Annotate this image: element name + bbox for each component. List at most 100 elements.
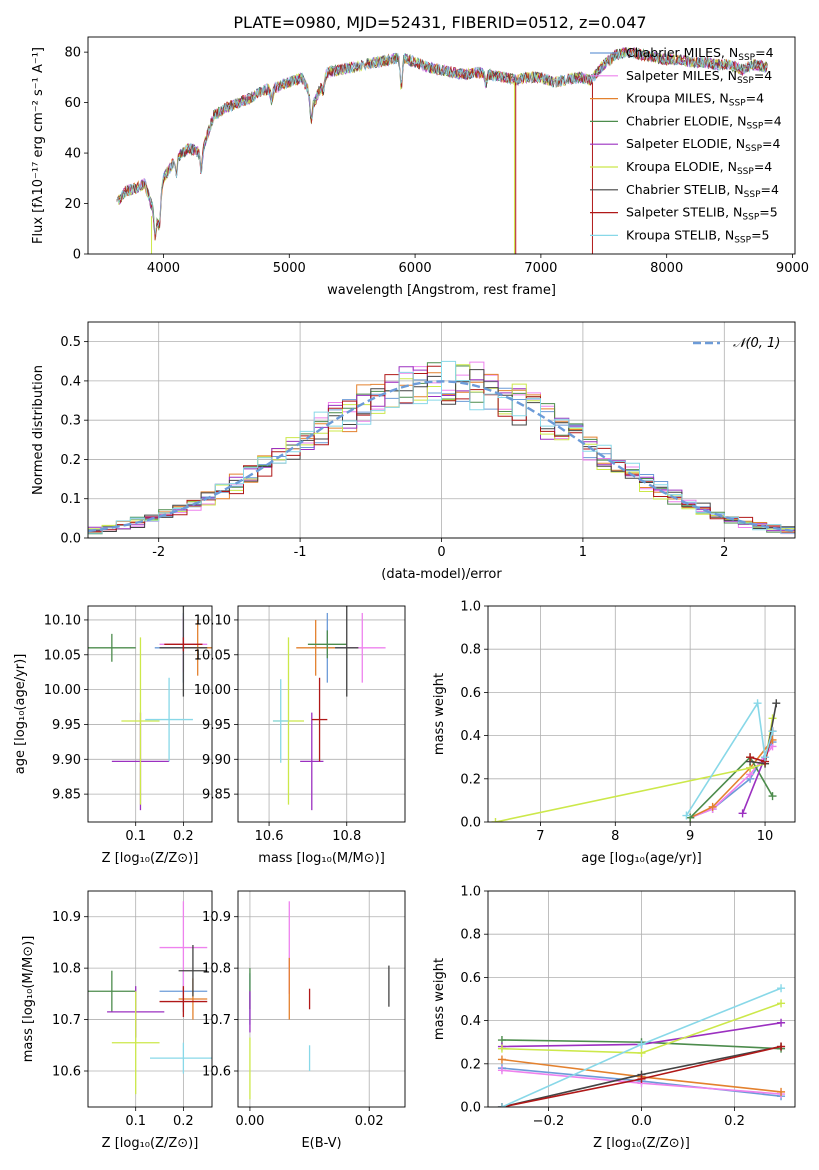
- weight-marker: [772, 699, 781, 708]
- age_mass-frame: [237, 605, 406, 823]
- weight-marker: [777, 984, 786, 993]
- y-tick-label: 9.95: [52, 718, 81, 733]
- weight-marker: [497, 1066, 506, 1075]
- x-axis-label: wavelength [Angstrom, rest frame]: [327, 283, 556, 298]
- weight-marker: [637, 1049, 646, 1057]
- y-tick-label: 10.05: [44, 648, 81, 663]
- spectrum-frame: [87, 36, 796, 255]
- weight-marker: [637, 1074, 646, 1083]
- y-axis-label: mass weight: [432, 673, 447, 755]
- y-tick-label: 0.2: [60, 453, 81, 468]
- y-tick-label: 10.05: [194, 648, 231, 663]
- x-tick-label: 9000: [776, 261, 809, 276]
- y-tick-label: 0.1: [60, 492, 81, 507]
- weight_age-axes: 7 8 9 10 0.0 0.2 0.4 0.6 0.8 1.0 age [log₁₀(age/yr…: [432, 600, 796, 866]
- x-tick-label: 0.1: [125, 1114, 146, 1129]
- y-tick-label: 10.6: [52, 1065, 81, 1080]
- weight-marker: [768, 727, 777, 736]
- legend-label: Chabrier STELIB, NSSP=4: [626, 182, 779, 200]
- y-tick-label: 1.0: [460, 885, 481, 900]
- x-tick-label: 0.0: [631, 1114, 652, 1129]
- x-tick-label: 8: [611, 829, 619, 844]
- y-tick-label: 10.7: [52, 1013, 81, 1028]
- x-tick-label: 0.00: [235, 1114, 264, 1129]
- x-tick-label: 0.1: [125, 829, 146, 844]
- legend-label: Kroupa MILES, NSSP=4: [626, 91, 764, 109]
- weight-marker: [768, 792, 777, 801]
- legend-label: Chabrier MILES, NSSP=4: [626, 45, 774, 63]
- y-tick-label: 0.8: [460, 928, 481, 943]
- x-tick-label: 9: [686, 829, 694, 844]
- residuals-frame: [87, 321, 796, 539]
- weight-marker: [777, 1042, 786, 1051]
- y-tick-label: 0.4: [460, 729, 481, 744]
- spectrum-legend: Chabrier MILES, NSSP=4 Salpeter MILES, NS…: [590, 45, 782, 245]
- x-tick-label: 10.6: [255, 829, 284, 844]
- weight_Z-frame: [487, 890, 796, 1108]
- y-tick-label: 0: [73, 248, 81, 263]
- x-tick-label: 0.2: [724, 1114, 745, 1129]
- x-tick-label: -2: [152, 545, 165, 560]
- y-tick-label: 0.0: [460, 816, 481, 831]
- x-tick-label: −0.2: [533, 1114, 565, 1129]
- weight-marker: [637, 1040, 646, 1049]
- x-axis-label: Z [log₁₀(Z/Z⊙)]: [102, 851, 199, 866]
- y-tick-label: 0.2: [460, 1057, 481, 1072]
- y-tick-label: 9.85: [52, 788, 81, 803]
- y-tick-label: 0.4: [460, 1014, 481, 1029]
- spectrum-axes: 4000 5000 6000 7000 8000 9000 0 20 40 60 80 wavelen…: [31, 36, 809, 298]
- weight-line: [685, 700, 774, 816]
- weight_Z-plot: [497, 984, 786, 1107]
- y-axis-label: Flux [fλ10⁻¹⁷ erg cm⁻² s⁻¹ A⁻¹]: [31, 47, 46, 244]
- y-tick-label: 9.85: [202, 788, 231, 803]
- figure-title: PLATE=0980, MJD=52431, FIBERID=0512, z=0…: [233, 13, 646, 32]
- x-axis-label: E(B-V): [301, 1136, 341, 1151]
- legend-label: 𝒩(0, 1): [733, 336, 780, 351]
- legend-label: Kroupa ELODIE, NSSP=4: [626, 159, 772, 177]
- weight-marker: [497, 1055, 506, 1064]
- weight-marker: [491, 818, 500, 822]
- mass_EBV-axes: 0.00 0.02 10.6 10.7 10.8 10.9 E(B-V): [202, 890, 406, 1151]
- y-tick-label: 0.0: [60, 532, 81, 547]
- x-axis-label: Z [log₁₀(Z/Z⊙)]: [102, 1136, 199, 1151]
- residuals-plot: [88, 360, 795, 535]
- legend-label: Salpeter MILES, NSSP=4: [626, 68, 772, 86]
- weight-marker: [738, 809, 747, 818]
- age_Z-plot: [88, 606, 212, 811]
- y-tick-label: 9.90: [52, 753, 81, 768]
- weight-marker: [497, 1044, 506, 1053]
- weight_Z-axes: −0.2 0.0 0.2 0.0 0.2 0.4 0.6 0.8 1.0 Z [log₁₀(Z/Z…: [432, 885, 796, 1151]
- mass_EBV-frame: [237, 890, 406, 1108]
- age_mass-plot: [272, 606, 386, 811]
- y-axis-label: mass [log₁₀(M/M⊙)]: [21, 936, 36, 1063]
- mass_Z-frame: [87, 890, 213, 1108]
- spectrum-plot: [116, 46, 768, 254]
- y-tick-label: 40: [64, 147, 81, 162]
- y-tick-label: 10.6: [202, 1065, 231, 1080]
- x-tick-label: 2: [720, 545, 728, 560]
- y-tick-label: 1.0: [460, 600, 481, 615]
- legend-label: Kroupa STELIB, NSSP=5: [626, 227, 770, 245]
- mass_Z-plot: [88, 901, 212, 1095]
- y-tick-label: 10.00: [44, 683, 81, 698]
- weight-marker: [682, 811, 691, 820]
- weight-marker: [777, 1087, 786, 1096]
- residuals-axes: -2 -1 0 1 2 0.0 0.1 0.2 0.3 0.4 0.5 (data-model)/er…: [31, 321, 796, 582]
- y-tick-label: 10.00: [194, 683, 231, 698]
- x-tick-label: 0: [437, 545, 445, 560]
- y-tick-label: 10.10: [44, 613, 81, 628]
- weight-line: [689, 739, 774, 819]
- y-tick-label: 60: [64, 96, 81, 111]
- x-tick-label: 8000: [650, 261, 683, 276]
- y-axis-label: mass weight: [432, 958, 447, 1040]
- y-tick-label: 0.4: [60, 374, 81, 389]
- x-axis-label: (data-model)/error: [381, 567, 502, 582]
- weight-marker: [753, 699, 762, 708]
- y-tick-label: 9.90: [202, 753, 231, 768]
- weight-marker: [746, 753, 755, 762]
- weight-marker: [777, 1018, 786, 1027]
- weight-line: [495, 718, 774, 822]
- x-axis-label: Z [log₁₀(Z/Z⊙)]: [593, 1136, 690, 1151]
- y-tick-label: 80: [64, 46, 81, 61]
